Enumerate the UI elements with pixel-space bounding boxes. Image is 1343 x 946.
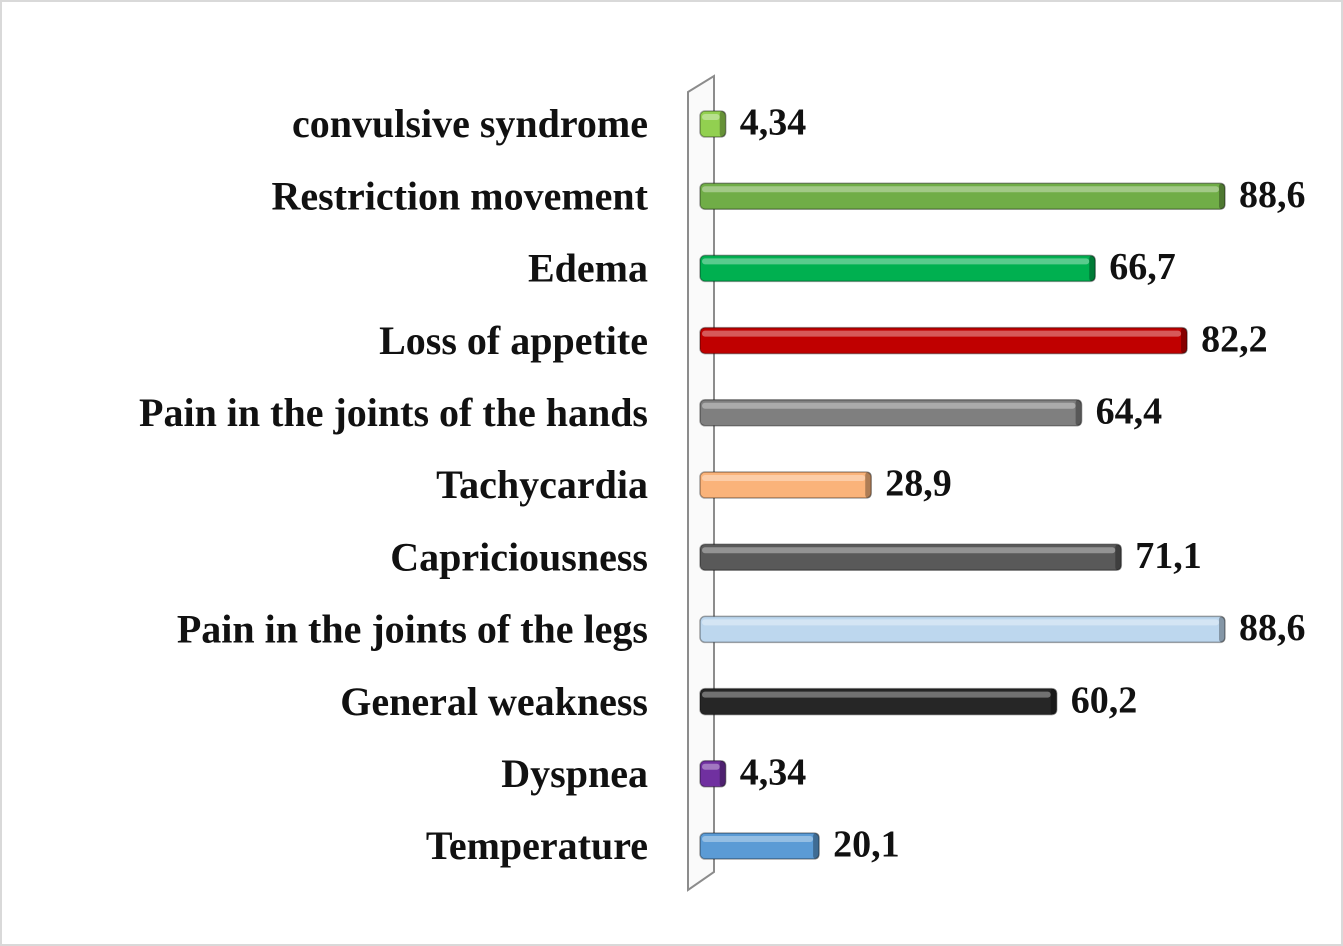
bar-end xyxy=(1219,616,1225,643)
category-label: Pain in the joints of the legs xyxy=(177,607,648,652)
bar-group xyxy=(699,687,1058,716)
bar-group xyxy=(699,832,820,860)
category-label: Restriction movement xyxy=(271,173,648,218)
bar xyxy=(699,110,727,138)
category-label: Capriciousness xyxy=(390,534,648,579)
data-label: 4,34 xyxy=(740,102,807,144)
data-label: 64,4 xyxy=(1096,391,1163,433)
bar-group xyxy=(699,760,727,788)
category-label: Edema xyxy=(528,246,648,291)
bar-highlight xyxy=(702,836,814,842)
bar-end xyxy=(1115,544,1122,571)
bar xyxy=(699,254,1096,283)
bar xyxy=(699,543,1123,571)
bar-end xyxy=(865,472,872,498)
data-label: 60,2 xyxy=(1071,679,1138,721)
bar-group xyxy=(699,326,1188,355)
bar-end xyxy=(719,111,726,137)
bar-end xyxy=(1089,255,1096,282)
bar xyxy=(699,615,1226,644)
category-label: Dyspnea xyxy=(501,751,648,796)
bar-highlight xyxy=(702,186,1219,193)
bar-highlight xyxy=(702,402,1076,409)
category-label: Temperature xyxy=(426,823,648,868)
bar-end xyxy=(1050,688,1057,715)
bar xyxy=(699,326,1188,355)
bar xyxy=(699,760,727,788)
bar-highlight xyxy=(702,691,1051,698)
bar-group xyxy=(699,182,1226,210)
bar-end xyxy=(1219,183,1225,210)
data-label: 28,9 xyxy=(885,463,952,505)
category-label: Pain in the joints of the hands xyxy=(139,390,648,435)
category-label: General weakness xyxy=(340,679,648,724)
bar xyxy=(699,687,1058,716)
bar-highlight xyxy=(702,619,1219,626)
category-label: Loss of appetite xyxy=(379,318,648,363)
data-label: 4,34 xyxy=(740,752,807,794)
bar-group xyxy=(699,399,1083,427)
data-label: 88,6 xyxy=(1239,607,1306,649)
bar-highlight xyxy=(702,547,1116,554)
bar-group xyxy=(699,543,1123,571)
bar-highlight xyxy=(702,114,720,120)
bar xyxy=(699,471,872,499)
data-label: 20,1 xyxy=(833,824,900,866)
bar-group xyxy=(699,471,872,499)
bar-highlight xyxy=(702,475,866,481)
data-label: 71,1 xyxy=(1135,535,1202,577)
bar-group xyxy=(699,254,1096,283)
bar-end xyxy=(1181,327,1188,354)
bar-highlight xyxy=(702,330,1182,337)
data-label: 88,6 xyxy=(1239,174,1306,216)
bar-group xyxy=(699,110,727,138)
data-label: 82,2 xyxy=(1201,318,1268,360)
bar xyxy=(699,832,820,860)
bar-end xyxy=(1075,399,1082,426)
category-label: Tachycardia xyxy=(436,462,648,507)
category-label: convulsive syndrome xyxy=(292,101,648,146)
bar xyxy=(699,182,1226,210)
bar-end xyxy=(813,833,820,859)
data-label: 66,7 xyxy=(1109,246,1176,288)
bar-highlight xyxy=(702,763,720,770)
bar xyxy=(699,399,1083,427)
bar-group xyxy=(699,615,1226,644)
bar-end xyxy=(719,760,726,787)
bar-highlight xyxy=(702,258,1090,265)
